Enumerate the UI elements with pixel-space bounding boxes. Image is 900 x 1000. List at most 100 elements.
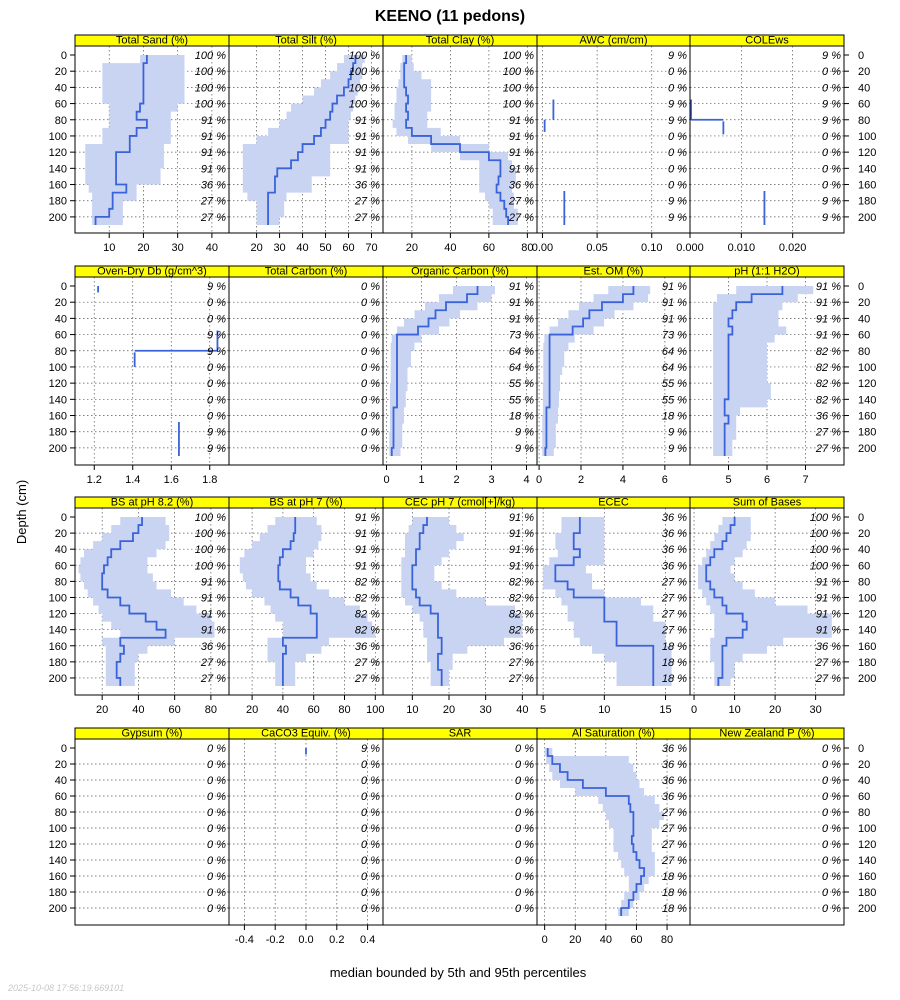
pct-label: 0 % bbox=[207, 297, 226, 309]
pct-label: 91 % bbox=[816, 625, 841, 637]
pct-label: 91 % bbox=[509, 147, 534, 159]
x-tick-label: 6 bbox=[764, 474, 770, 486]
depth-tick-label-right: 80 bbox=[858, 807, 870, 819]
strip-label-total-clay: Total Clay (%) bbox=[426, 35, 494, 47]
panel-frame bbox=[74, 738, 230, 926]
depth-tick-label-right: 160 bbox=[858, 871, 876, 883]
pct-label: 0 % bbox=[207, 743, 226, 755]
x-tick-label: 0.020 bbox=[779, 242, 807, 254]
pct-label: 0 % bbox=[515, 775, 534, 787]
pct-label: 0 % bbox=[361, 887, 380, 899]
depth-tick-label-left: 160 bbox=[49, 871, 67, 883]
pct-label: 9 % bbox=[207, 443, 226, 455]
panel-bs-at-ph-7: BS at pH 7 (%) 91 % 91 % 91 % 91 % 82 % 82 % 82… bbox=[228, 496, 384, 716]
pct-label: 27 % bbox=[815, 427, 841, 439]
depth-tick-label-left: 180 bbox=[49, 887, 67, 899]
pct-label: 27 % bbox=[815, 657, 841, 669]
pct-label: 91 % bbox=[816, 313, 841, 325]
pct-label: 36 % bbox=[201, 641, 226, 653]
depth-tick-label-left: 40 bbox=[55, 313, 67, 325]
pct-label: 0 % bbox=[361, 362, 380, 374]
depth-tick-label-right: 100 bbox=[858, 131, 876, 143]
depth-tick-label-right: 60 bbox=[858, 560, 870, 572]
x-tick-label: -0.4 bbox=[235, 934, 254, 946]
pct-label: 18 % bbox=[662, 903, 687, 915]
pct-label: 0 % bbox=[822, 791, 841, 803]
x-tick-label: 30 bbox=[172, 242, 184, 254]
depth-tick-label-left: 0 bbox=[61, 512, 67, 524]
strip-label-gypsum: Gypsum (%) bbox=[121, 728, 182, 740]
depth-tick-label-left: 60 bbox=[55, 560, 67, 572]
pct-label: 64 % bbox=[509, 362, 534, 374]
pct-label: 91 % bbox=[355, 147, 380, 159]
pct-label: 0 % bbox=[207, 855, 226, 867]
pct-label: 91 % bbox=[201, 592, 226, 604]
pct-label: 91 % bbox=[355, 163, 380, 175]
depth-tick-label-right: 0 bbox=[858, 743, 864, 755]
x-tick-label: 20 bbox=[137, 242, 149, 254]
pct-label: 100 % bbox=[503, 82, 534, 94]
panel-bs-at-ph-8-2: BS at pH 8.2 (%)100 %100 %100 %100 %91 %… bbox=[74, 496, 230, 716]
strip-label-new-zealand-p: New Zealand P (%) bbox=[719, 728, 814, 740]
depth-tick-label-right: 120 bbox=[858, 147, 876, 159]
x-tick-label: 40 bbox=[444, 242, 456, 254]
pct-label: 0 % bbox=[668, 180, 687, 192]
pct-label: 0 % bbox=[515, 743, 534, 755]
pct-label: 91 % bbox=[816, 297, 841, 309]
pct-label: 91 % bbox=[355, 560, 380, 572]
strip-label-awc-cm-cm: AWC (cm/cm) bbox=[579, 35, 647, 47]
pct-label: 0 % bbox=[822, 903, 841, 915]
pct-label: 100 % bbox=[503, 50, 534, 62]
depth-tick-label-left: 120 bbox=[49, 147, 67, 159]
pct-label: 100 % bbox=[349, 82, 380, 94]
depth-tick-label-left: 140 bbox=[49, 625, 67, 637]
pct-label: 9 % bbox=[668, 196, 687, 208]
x-tick-label: 40 bbox=[296, 242, 308, 254]
depth-tick-label-right: 40 bbox=[858, 313, 870, 325]
percentile-band bbox=[543, 517, 672, 686]
pct-label: 27 % bbox=[661, 625, 687, 637]
pct-label: 82 % bbox=[816, 394, 841, 406]
pct-label: 100 % bbox=[195, 560, 226, 572]
x-tick-label: 3 bbox=[488, 474, 494, 486]
pct-label: 91 % bbox=[509, 512, 534, 524]
x-tick-label: 5 bbox=[725, 474, 731, 486]
pct-label: 36 % bbox=[816, 411, 841, 423]
pct-label: 0 % bbox=[361, 791, 380, 803]
panel-gypsum: Gypsum (%) 0 % 0 % 0 % 0 % 0 % 0 % 0 % 0 % 0 % 0 %… bbox=[74, 727, 230, 926]
x-tick-label: 4 bbox=[523, 474, 529, 486]
pct-label: 18 % bbox=[662, 887, 687, 899]
x-tick-label: 0 bbox=[691, 704, 697, 716]
depth-tick-label-right: 80 bbox=[858, 115, 870, 127]
panel-awc-cm-cm: AWC (cm/cm) 9 % 0 % 0 % 9 % 9 % 0 % 0 % 0 % 0 % 9 … bbox=[532, 34, 691, 254]
x-tick-label: -0.2 bbox=[266, 934, 285, 946]
pct-label: 91 % bbox=[509, 115, 534, 127]
y-axis-label: Depth (cm) bbox=[14, 480, 29, 544]
x-tick-label: 40 bbox=[206, 242, 218, 254]
pct-label: 0 % bbox=[361, 411, 380, 423]
panel-ecec: ECEC 36 % 36 % 36 % 36 % 27 % 27 % 27 % 27 % 18 %… bbox=[536, 496, 691, 716]
x-tick-label: 80 bbox=[521, 242, 533, 254]
pct-label: 0 % bbox=[361, 903, 380, 915]
panel-total-clay: Total Clay (%) 100 % 100 % 100 % 100 % 91 % 91… bbox=[382, 34, 538, 254]
pct-label: 0 % bbox=[361, 281, 380, 293]
depth-tick-label-left: 0 bbox=[61, 743, 67, 755]
pct-label: 0 % bbox=[361, 330, 380, 342]
strip-label-caco3-equiv: CaCO3 Equiv. (%) bbox=[261, 728, 351, 740]
strip-label-est-om: Est. OM (%) bbox=[584, 266, 644, 278]
x-tick-label: 1.2 bbox=[87, 474, 102, 486]
pct-label: 36 % bbox=[662, 512, 687, 524]
pct-label: 0 % bbox=[822, 82, 841, 94]
pct-label: 27 % bbox=[354, 196, 380, 208]
pct-label: 0 % bbox=[822, 823, 841, 835]
median-line bbox=[403, 55, 510, 225]
x-tick-label: 60 bbox=[169, 704, 181, 716]
x-tick-label: 0.4 bbox=[360, 934, 375, 946]
strip-label-total-carbon: Total Carbon (%) bbox=[265, 266, 348, 278]
pct-label: 91 % bbox=[509, 297, 534, 309]
percentile-band bbox=[85, 55, 185, 225]
pct-label: 0 % bbox=[515, 855, 534, 867]
pct-label: 27 % bbox=[508, 212, 534, 224]
pct-label: 0 % bbox=[207, 759, 226, 771]
x-tick-label: 20 bbox=[250, 242, 262, 254]
